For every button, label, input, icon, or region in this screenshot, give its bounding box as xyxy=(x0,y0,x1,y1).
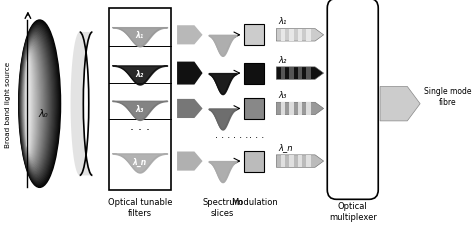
Text: · · ·: · · · xyxy=(215,133,230,142)
Text: λ₀: λ₀ xyxy=(38,109,48,119)
Polygon shape xyxy=(276,103,324,115)
Text: Broad band light source: Broad band light source xyxy=(5,61,11,147)
Polygon shape xyxy=(289,68,293,80)
Polygon shape xyxy=(307,68,311,80)
Ellipse shape xyxy=(23,42,44,167)
Polygon shape xyxy=(289,155,293,168)
Text: Optical
multiplexer: Optical multiplexer xyxy=(329,201,377,221)
Ellipse shape xyxy=(26,54,34,154)
FancyBboxPatch shape xyxy=(109,9,171,190)
Polygon shape xyxy=(307,155,311,168)
Polygon shape xyxy=(177,152,202,171)
Ellipse shape xyxy=(20,29,54,179)
Ellipse shape xyxy=(22,39,46,169)
Ellipse shape xyxy=(26,57,32,151)
Polygon shape xyxy=(281,103,285,115)
Ellipse shape xyxy=(23,40,45,168)
Polygon shape xyxy=(276,155,324,168)
Polygon shape xyxy=(298,29,302,42)
Polygon shape xyxy=(307,103,311,115)
Ellipse shape xyxy=(25,52,36,157)
Ellipse shape xyxy=(18,21,61,187)
Ellipse shape xyxy=(23,45,42,164)
Ellipse shape xyxy=(21,32,52,176)
Ellipse shape xyxy=(23,43,43,165)
Polygon shape xyxy=(177,26,202,45)
Polygon shape xyxy=(177,62,202,85)
Text: λ₃: λ₃ xyxy=(278,90,286,99)
Text: λ₂: λ₂ xyxy=(278,55,286,64)
Polygon shape xyxy=(281,68,285,80)
Polygon shape xyxy=(289,29,293,42)
Polygon shape xyxy=(276,29,324,42)
Polygon shape xyxy=(298,103,302,115)
Ellipse shape xyxy=(24,49,38,160)
Text: Spectrum
slices: Spectrum slices xyxy=(202,198,243,217)
Ellipse shape xyxy=(24,46,40,162)
Polygon shape xyxy=(281,29,285,42)
Bar xyxy=(245,63,264,84)
Polygon shape xyxy=(307,29,311,42)
Bar xyxy=(245,25,264,46)
Ellipse shape xyxy=(21,35,49,174)
Polygon shape xyxy=(289,103,293,115)
Ellipse shape xyxy=(19,22,59,186)
Ellipse shape xyxy=(19,25,57,183)
Polygon shape xyxy=(71,33,92,176)
Ellipse shape xyxy=(20,28,55,181)
Ellipse shape xyxy=(27,60,29,149)
Polygon shape xyxy=(177,99,202,119)
Text: λ_n: λ_n xyxy=(278,143,292,152)
Ellipse shape xyxy=(26,58,30,150)
Bar xyxy=(245,151,264,172)
Text: Optical tunable
filters: Optical tunable filters xyxy=(108,198,172,217)
Text: · · ·: · · · xyxy=(130,124,150,136)
Ellipse shape xyxy=(20,27,56,182)
Ellipse shape xyxy=(26,56,33,153)
FancyBboxPatch shape xyxy=(327,0,378,199)
Polygon shape xyxy=(298,68,302,80)
Bar xyxy=(245,99,264,119)
Ellipse shape xyxy=(21,33,51,175)
Text: λ₁: λ₁ xyxy=(136,31,144,40)
Polygon shape xyxy=(298,155,302,168)
Text: · · ·: · · · xyxy=(233,133,248,142)
Text: λ_n: λ_n xyxy=(133,157,147,166)
Text: · · ·: · · · xyxy=(249,133,264,142)
Text: Modulation: Modulation xyxy=(231,198,278,207)
Ellipse shape xyxy=(21,31,53,178)
Ellipse shape xyxy=(22,36,48,172)
Text: λ₃: λ₃ xyxy=(136,104,144,113)
Ellipse shape xyxy=(27,61,28,147)
Polygon shape xyxy=(276,68,324,80)
Text: λ₂: λ₂ xyxy=(136,69,144,78)
Ellipse shape xyxy=(22,38,47,171)
Text: Single mode
fibre: Single mode fibre xyxy=(424,87,471,106)
Text: λ₁: λ₁ xyxy=(278,17,286,26)
Ellipse shape xyxy=(19,24,58,185)
Polygon shape xyxy=(281,155,285,168)
Ellipse shape xyxy=(24,47,39,161)
Ellipse shape xyxy=(25,50,37,158)
Ellipse shape xyxy=(25,53,35,156)
Polygon shape xyxy=(380,87,420,121)
